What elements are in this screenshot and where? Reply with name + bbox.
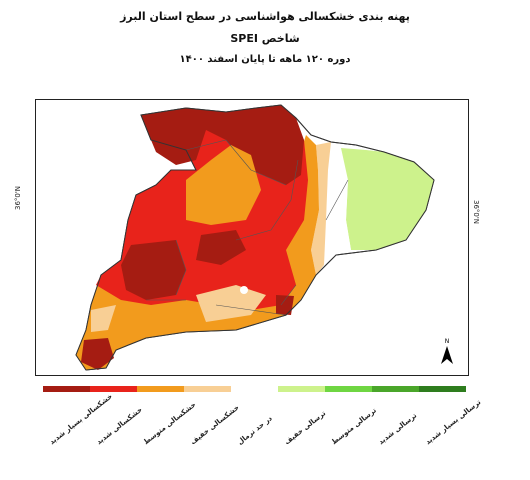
- legend-bar: [43, 386, 466, 392]
- normal-spot: [240, 286, 248, 294]
- legend-label: خشکسالی خفیف: [189, 403, 241, 447]
- mild-wet-zone: [341, 148, 434, 250]
- period-subtitle: دوره ۱۲۰ ماهه تا پایان اسفند ۱۴۰۰: [179, 54, 351, 65]
- north-label: N: [444, 338, 450, 345]
- legend-swatch: [372, 386, 419, 392]
- legend-swatch: [90, 386, 137, 392]
- legend-label: خشکسالی شدید: [95, 405, 144, 447]
- legend-swatch: [325, 386, 372, 392]
- drought-zone-map: [75, 104, 435, 371]
- map-title: پهنه بندی خشکسالی هواشناسی در سطح استان …: [120, 10, 410, 23]
- extreme-drought-zone-central: [196, 230, 246, 265]
- legend-swatch: [184, 386, 231, 392]
- legend-label: در حد نرمال: [236, 414, 274, 447]
- legend-swatch: [231, 386, 278, 392]
- legend-swatch: [419, 386, 466, 392]
- mild-drought-patch-south: [196, 285, 266, 322]
- mild-drought-patch-southwest: [91, 305, 116, 332]
- normal-zone: [324, 170, 351, 265]
- index-subtitle: شاخص SPEI: [230, 32, 300, 45]
- north-arrow-icon: [441, 346, 453, 364]
- legend-swatch: [137, 386, 184, 392]
- mild-drought-zone: [311, 142, 331, 275]
- county-borders: [146, 139, 349, 316]
- extreme-drought-spot: [276, 295, 294, 315]
- legend-label: ترسالی شدید: [377, 411, 419, 447]
- extreme-drought-zone-west: [121, 240, 186, 300]
- extreme-drought-zone-southwest: [81, 338, 114, 370]
- moderate-drought-band: [186, 145, 261, 225]
- legend-label: ترسالی خفیف: [283, 409, 328, 447]
- extreme-drought-zone-north: [141, 105, 304, 185]
- latitude-label-right: 36°0'N: [472, 200, 480, 225]
- map-frame: [35, 99, 469, 376]
- legend-label: ترسالی متوسط: [330, 406, 378, 447]
- north-arrow: N: [440, 338, 454, 369]
- legend-swatch: [278, 386, 325, 392]
- legend-label: ترسالی بسیار شدید: [424, 398, 483, 447]
- legend-swatch: [43, 386, 90, 392]
- latitude-label-left: 36°0'N: [14, 185, 22, 210]
